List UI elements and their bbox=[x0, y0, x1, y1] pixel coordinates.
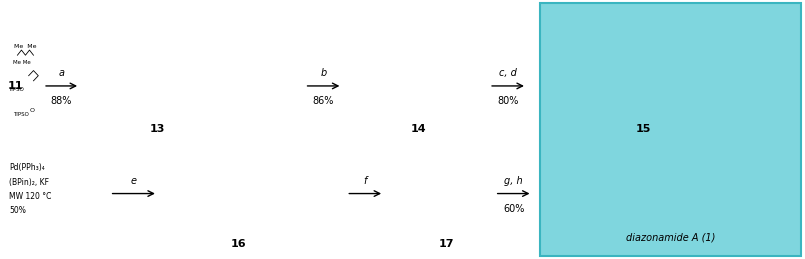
Text: 80%: 80% bbox=[497, 96, 518, 106]
Text: 15: 15 bbox=[635, 124, 651, 134]
Text: 14: 14 bbox=[411, 124, 427, 134]
Text: diazonamide A (1): diazonamide A (1) bbox=[626, 232, 716, 242]
Text: TIPSO: TIPSO bbox=[14, 112, 29, 117]
Text: g, h: g, h bbox=[504, 176, 523, 186]
Text: MW 120 °C: MW 120 °C bbox=[10, 192, 52, 201]
Text: O: O bbox=[29, 107, 35, 113]
Text: 88%: 88% bbox=[51, 96, 72, 106]
Text: 50%: 50% bbox=[10, 206, 27, 215]
Text: 17: 17 bbox=[439, 239, 454, 249]
Text: 13: 13 bbox=[151, 124, 166, 134]
Text: 11: 11 bbox=[8, 81, 23, 91]
Text: b: b bbox=[320, 68, 327, 78]
Text: e: e bbox=[130, 176, 137, 186]
Text: 16: 16 bbox=[230, 239, 246, 249]
Text: 60%: 60% bbox=[503, 204, 524, 214]
Text: Pd(PPh₃)₄: Pd(PPh₃)₄ bbox=[10, 163, 45, 172]
Text: 86%: 86% bbox=[313, 96, 334, 106]
Text: (BPin)₂, KF: (BPin)₂, KF bbox=[10, 177, 49, 186]
Text: f: f bbox=[364, 176, 367, 186]
Text: Me Me: Me Me bbox=[13, 60, 31, 66]
Bar bbox=[540, 3, 801, 256]
Text: TIPSO: TIPSO bbox=[8, 87, 23, 92]
Text: Me  Me: Me Me bbox=[14, 44, 37, 48]
Text: c, d: c, d bbox=[499, 68, 517, 78]
Text: a: a bbox=[59, 68, 64, 78]
